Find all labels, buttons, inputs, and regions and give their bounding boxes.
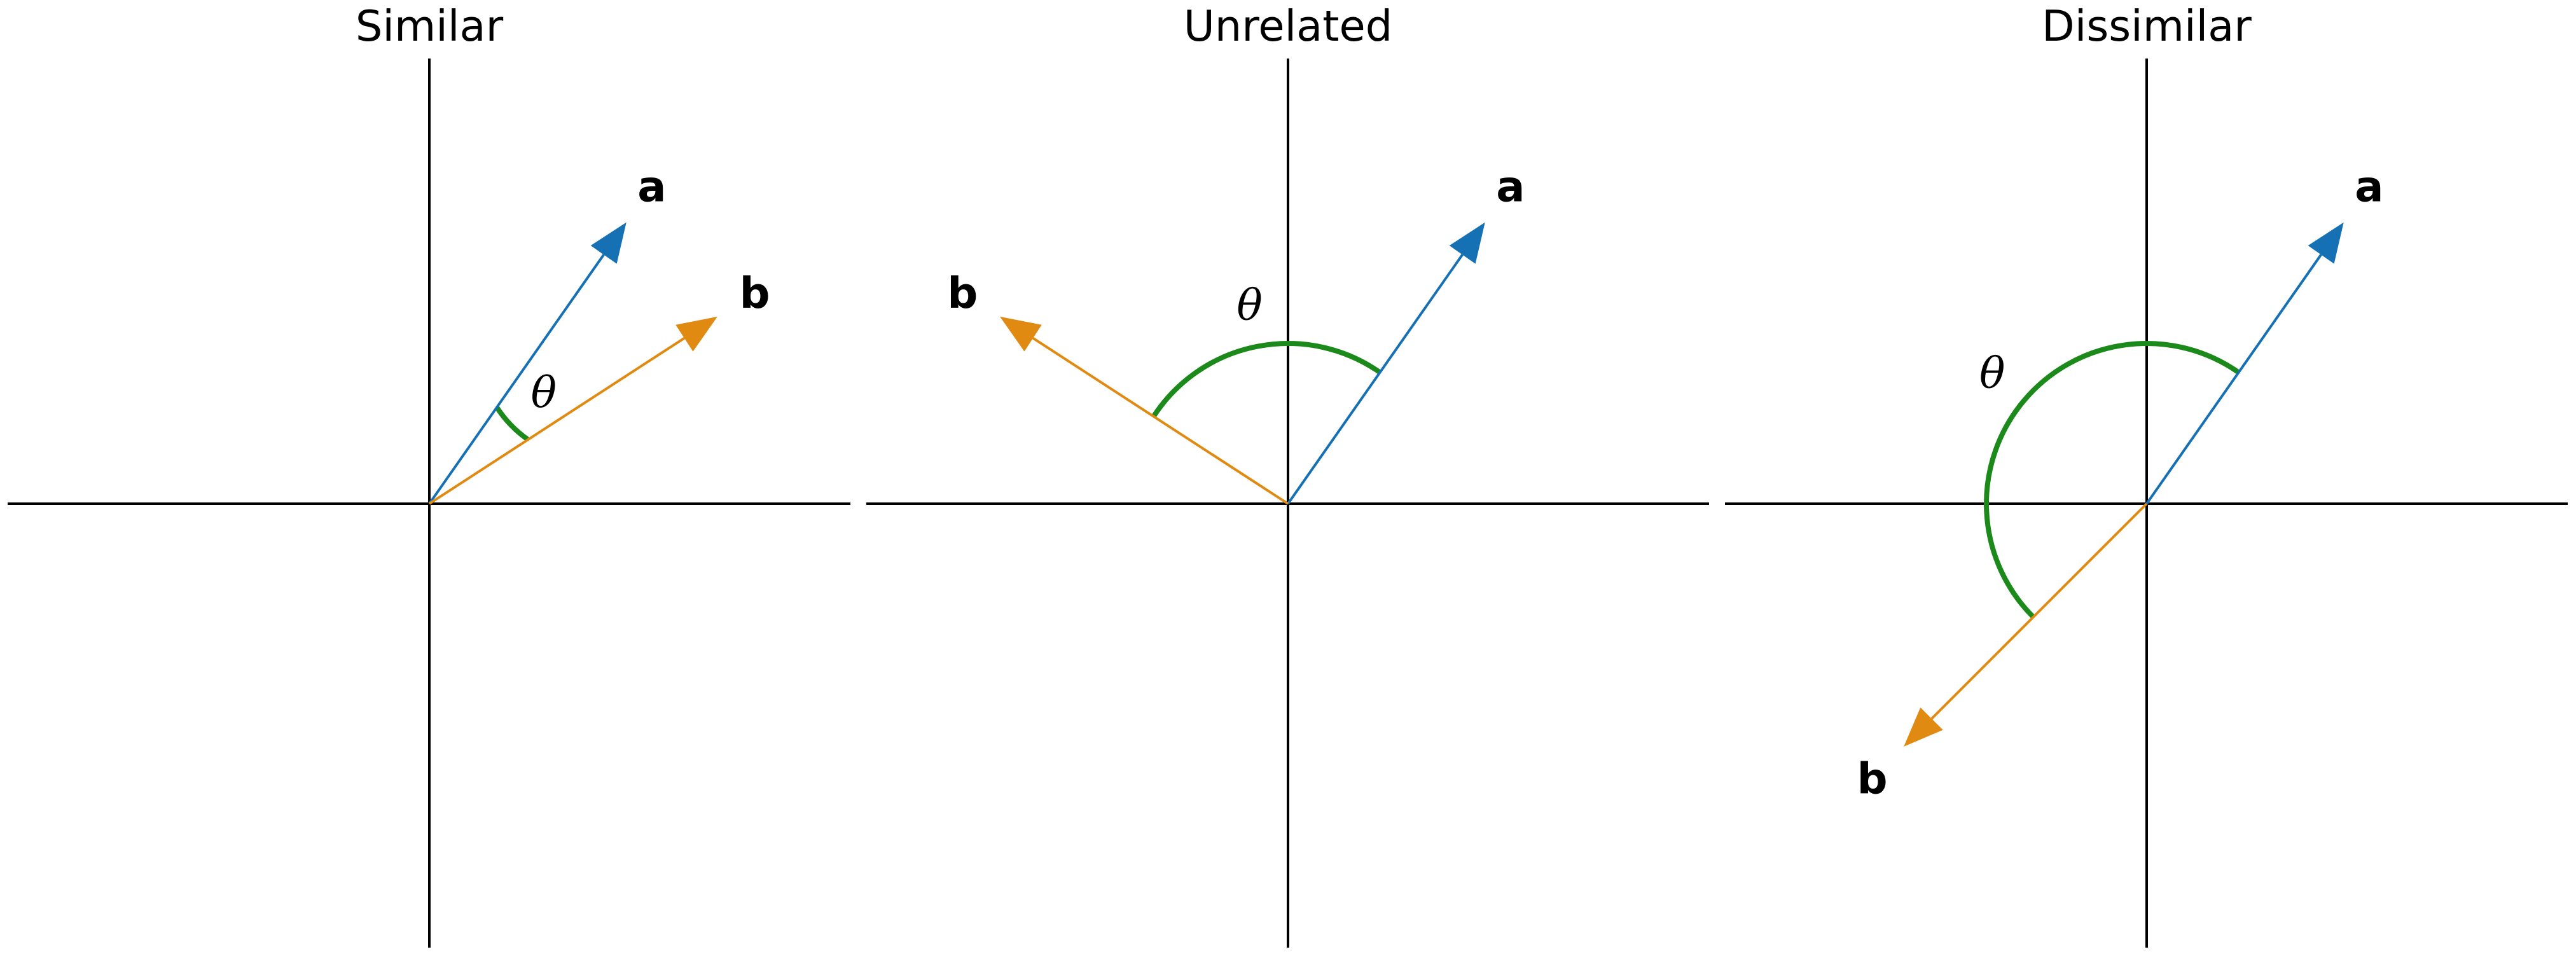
theta-label: θ: [1236, 280, 1262, 330]
vector-a-label: a: [2355, 162, 2383, 211]
theta-arc: [1984, 341, 2240, 619]
vector-b-shaft: [1032, 336, 1289, 505]
vector-a-arrowhead: [1449, 222, 1485, 264]
vector-b-arrowhead: [675, 316, 717, 352]
vector-a-shaft: [2145, 254, 2322, 505]
panel-similar: Similar a b θ: [8, 1, 850, 948]
vector-a-shaft: [1287, 254, 1464, 505]
vector-b-label: b: [947, 268, 978, 318]
theta-label: θ: [1979, 349, 2005, 398]
vector-a-arrowhead: [590, 222, 627, 264]
vector-a-shaft: [428, 254, 605, 505]
vector-b-label: b: [740, 268, 770, 318]
vector-b-shaft: [1930, 502, 2148, 720]
vector-a-label: a: [637, 162, 666, 211]
panel-title-similar: Similar: [356, 1, 504, 51]
vector-a-label: a: [1496, 162, 1525, 211]
vector-b-shaft: [428, 336, 685, 505]
vector-b-arrowhead: [1904, 707, 1943, 747]
panel-title-unrelated: Unrelated: [1184, 1, 1393, 51]
theta-label: θ: [531, 368, 557, 417]
vector-b-arrowhead: [1000, 316, 1042, 352]
theta-arc: [494, 406, 530, 442]
panel-dissimilar: Dissimilar a b θ: [1725, 1, 2568, 948]
panel-title-dissimilar: Dissimilar: [2042, 1, 2252, 51]
vector-b-label: b: [1857, 754, 1888, 803]
panel-unrelated: Unrelated a b θ: [866, 1, 1709, 948]
vector-a-arrowhead: [2308, 222, 2344, 264]
theta-arc: [1151, 341, 1381, 418]
